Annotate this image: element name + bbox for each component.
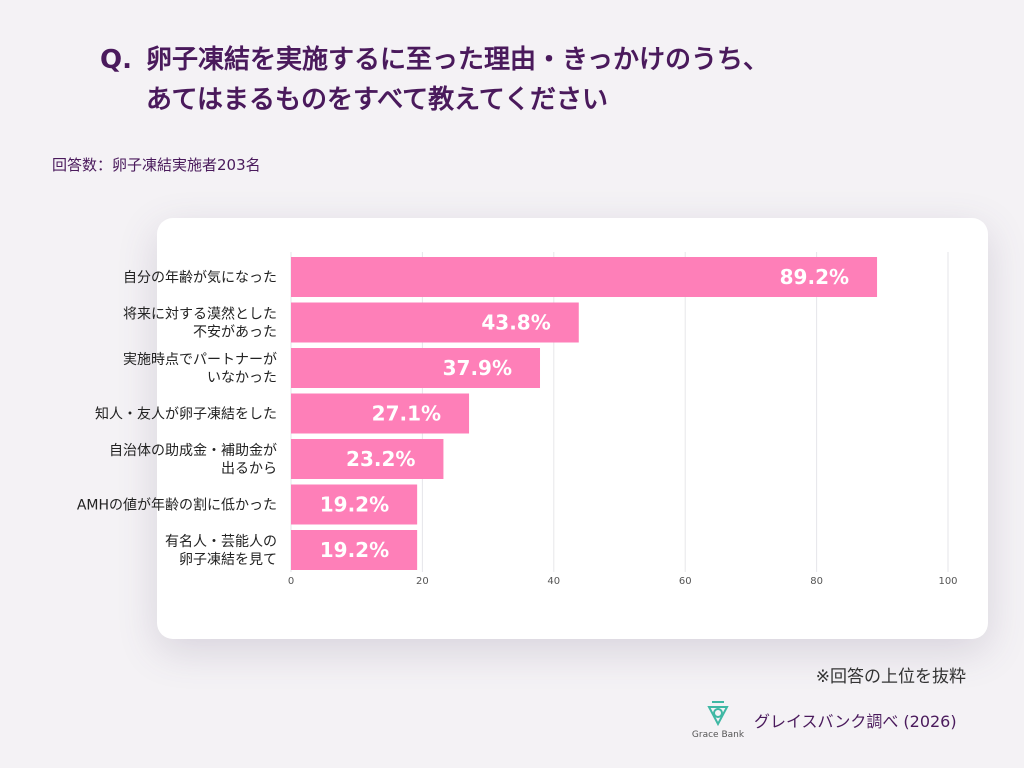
x-tick-label: 40 (547, 576, 560, 587)
bar (291, 257, 878, 297)
category-label: 実施時点でパートナーが (123, 352, 277, 368)
data-label: 23.2% (346, 447, 415, 471)
category-label: AMHの値が年齢の割に低かった (77, 497, 277, 514)
category-label: 有名人・芸能人の (165, 534, 277, 550)
category-label: 不安があった (193, 325, 277, 341)
question-title: Q. 卵子凍結を実施するに至った理由・きっかけのうち、 あてはまるものをすべて教え… (100, 40, 769, 120)
grace-bank-logo-icon (707, 701, 729, 727)
category-label: 出るから (221, 461, 277, 477)
question-title-line1: 卵子凍結を実施するに至った理由・きっかけのうち、 (146, 45, 769, 75)
grace-bank-logo: Grace Bank (688, 698, 748, 742)
category-label: 自分の年齢が気になった (123, 270, 277, 286)
source-credit: グレイスバンク調べ (2026) (754, 712, 957, 731)
x-tick-label: 0 (288, 576, 294, 587)
question-mark: Q. (100, 45, 132, 75)
bar (291, 348, 541, 388)
category-label: 卵子凍結を見て (179, 552, 277, 568)
bar (291, 302, 579, 343)
category-label: 知人・友人が卵子凍結をした (95, 406, 277, 423)
bar (291, 484, 418, 525)
category-label: いなかった (207, 370, 277, 386)
x-tick-label: 100 (938, 576, 957, 587)
question-title-line2: あてはまるものをすべて教えてください (146, 85, 609, 115)
data-label: 43.8% (481, 311, 550, 335)
data-label: 89.2% (780, 265, 849, 289)
data-label: 19.2% (320, 538, 389, 562)
x-tick-label: 20 (416, 576, 429, 587)
respondent-count: 回答数：卵子凍結実施者203名 (52, 156, 261, 174)
category-label: 将来に対する漠然とした (123, 306, 277, 323)
x-tick-label: 80 (810, 576, 823, 587)
x-tick-label: 60 (679, 576, 692, 587)
bar (291, 393, 470, 434)
data-label: 27.1% (372, 402, 441, 426)
category-label: 自治体の助成金・補助金が (109, 443, 277, 459)
bar (291, 439, 444, 479)
bar (291, 530, 418, 570)
data-label: 37.9% (443, 356, 512, 380)
logo-text: Grace Bank (691, 730, 745, 740)
excerpt-note: ※回答の上位を抜粋 (815, 667, 966, 687)
data-label: 19.2% (320, 493, 389, 517)
